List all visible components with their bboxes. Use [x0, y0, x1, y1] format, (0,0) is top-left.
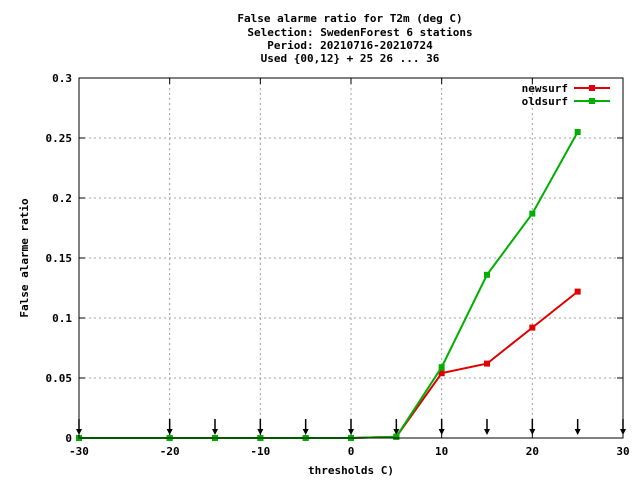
data-point-oldsurf — [393, 433, 400, 440]
legend-label: oldsurf — [522, 95, 568, 108]
series-line-newsurf — [79, 290, 579, 439]
threshold-marker — [484, 419, 490, 435]
data-point-newsurf — [438, 370, 445, 377]
threshold-marker — [574, 419, 581, 435]
y-tick-label: 0.15 — [46, 252, 73, 265]
data-point-newsurf — [529, 324, 536, 331]
x-tick-label: -20 — [160, 445, 180, 458]
y-tick-label: 0.25 — [46, 132, 73, 145]
y-tick-label: 0.3 — [52, 72, 72, 85]
plot-frame — [78, 77, 624, 439]
x-tick-label: 20 — [526, 445, 539, 458]
data-point-oldsurf — [438, 364, 445, 371]
legend-item-oldsurf: oldsurf — [522, 95, 610, 108]
data-point-newsurf — [574, 288, 581, 295]
axis-ticks: -30 -20 -10 0 10 20 30 0 0.05 0.1 0.15 0.2 0.25 0.3 — [46, 72, 630, 458]
grid — [79, 78, 623, 438]
threshold-marker — [302, 419, 309, 435]
legend-label: newsurf — [522, 82, 568, 95]
legend-marker — [589, 85, 595, 91]
chart-title-line-1: False alarme ratio for T2m (deg C) — [237, 12, 462, 25]
threshold-marker — [393, 419, 400, 435]
x-tick-label: -10 — [250, 445, 270, 458]
y-tick-label: 0.1 — [52, 312, 72, 325]
y-tick-label: 0.2 — [52, 192, 72, 205]
y-tick-label: 0.05 — [46, 372, 73, 385]
data-point-newsurf — [484, 360, 490, 367]
x-tick-label: 30 — [616, 445, 629, 458]
legend-item-newsurf: newsurf — [522, 82, 610, 95]
x-tick-label: 10 — [435, 445, 448, 458]
data-point-oldsurf — [484, 271, 490, 278]
data-point-oldsurf — [529, 210, 536, 217]
chart-title-line-2: Selection: SwedenForest 6 stations — [247, 26, 472, 39]
y-tick-label: 0 — [65, 432, 72, 445]
series-line-oldsurf — [79, 131, 579, 439]
chart-title: False alarme ratio for T2m (deg C) Selec… — [237, 12, 472, 65]
x-axis-label: thresholds C) — [308, 464, 394, 477]
x-tick-label: 0 — [348, 445, 355, 458]
x-tick-label: -30 — [69, 445, 89, 458]
y-axis-label: False alarme ratio — [18, 198, 31, 318]
data-point-oldsurf — [574, 129, 581, 135]
chart-title-line-4: Used {00,12} + 25 26 ... 36 — [261, 52, 440, 65]
legend-marker — [589, 98, 595, 104]
chart-title-line-3: Period: 20210716-20210724 — [267, 39, 433, 52]
threshold-marker — [212, 419, 218, 435]
series-lines — [76, 129, 581, 441]
